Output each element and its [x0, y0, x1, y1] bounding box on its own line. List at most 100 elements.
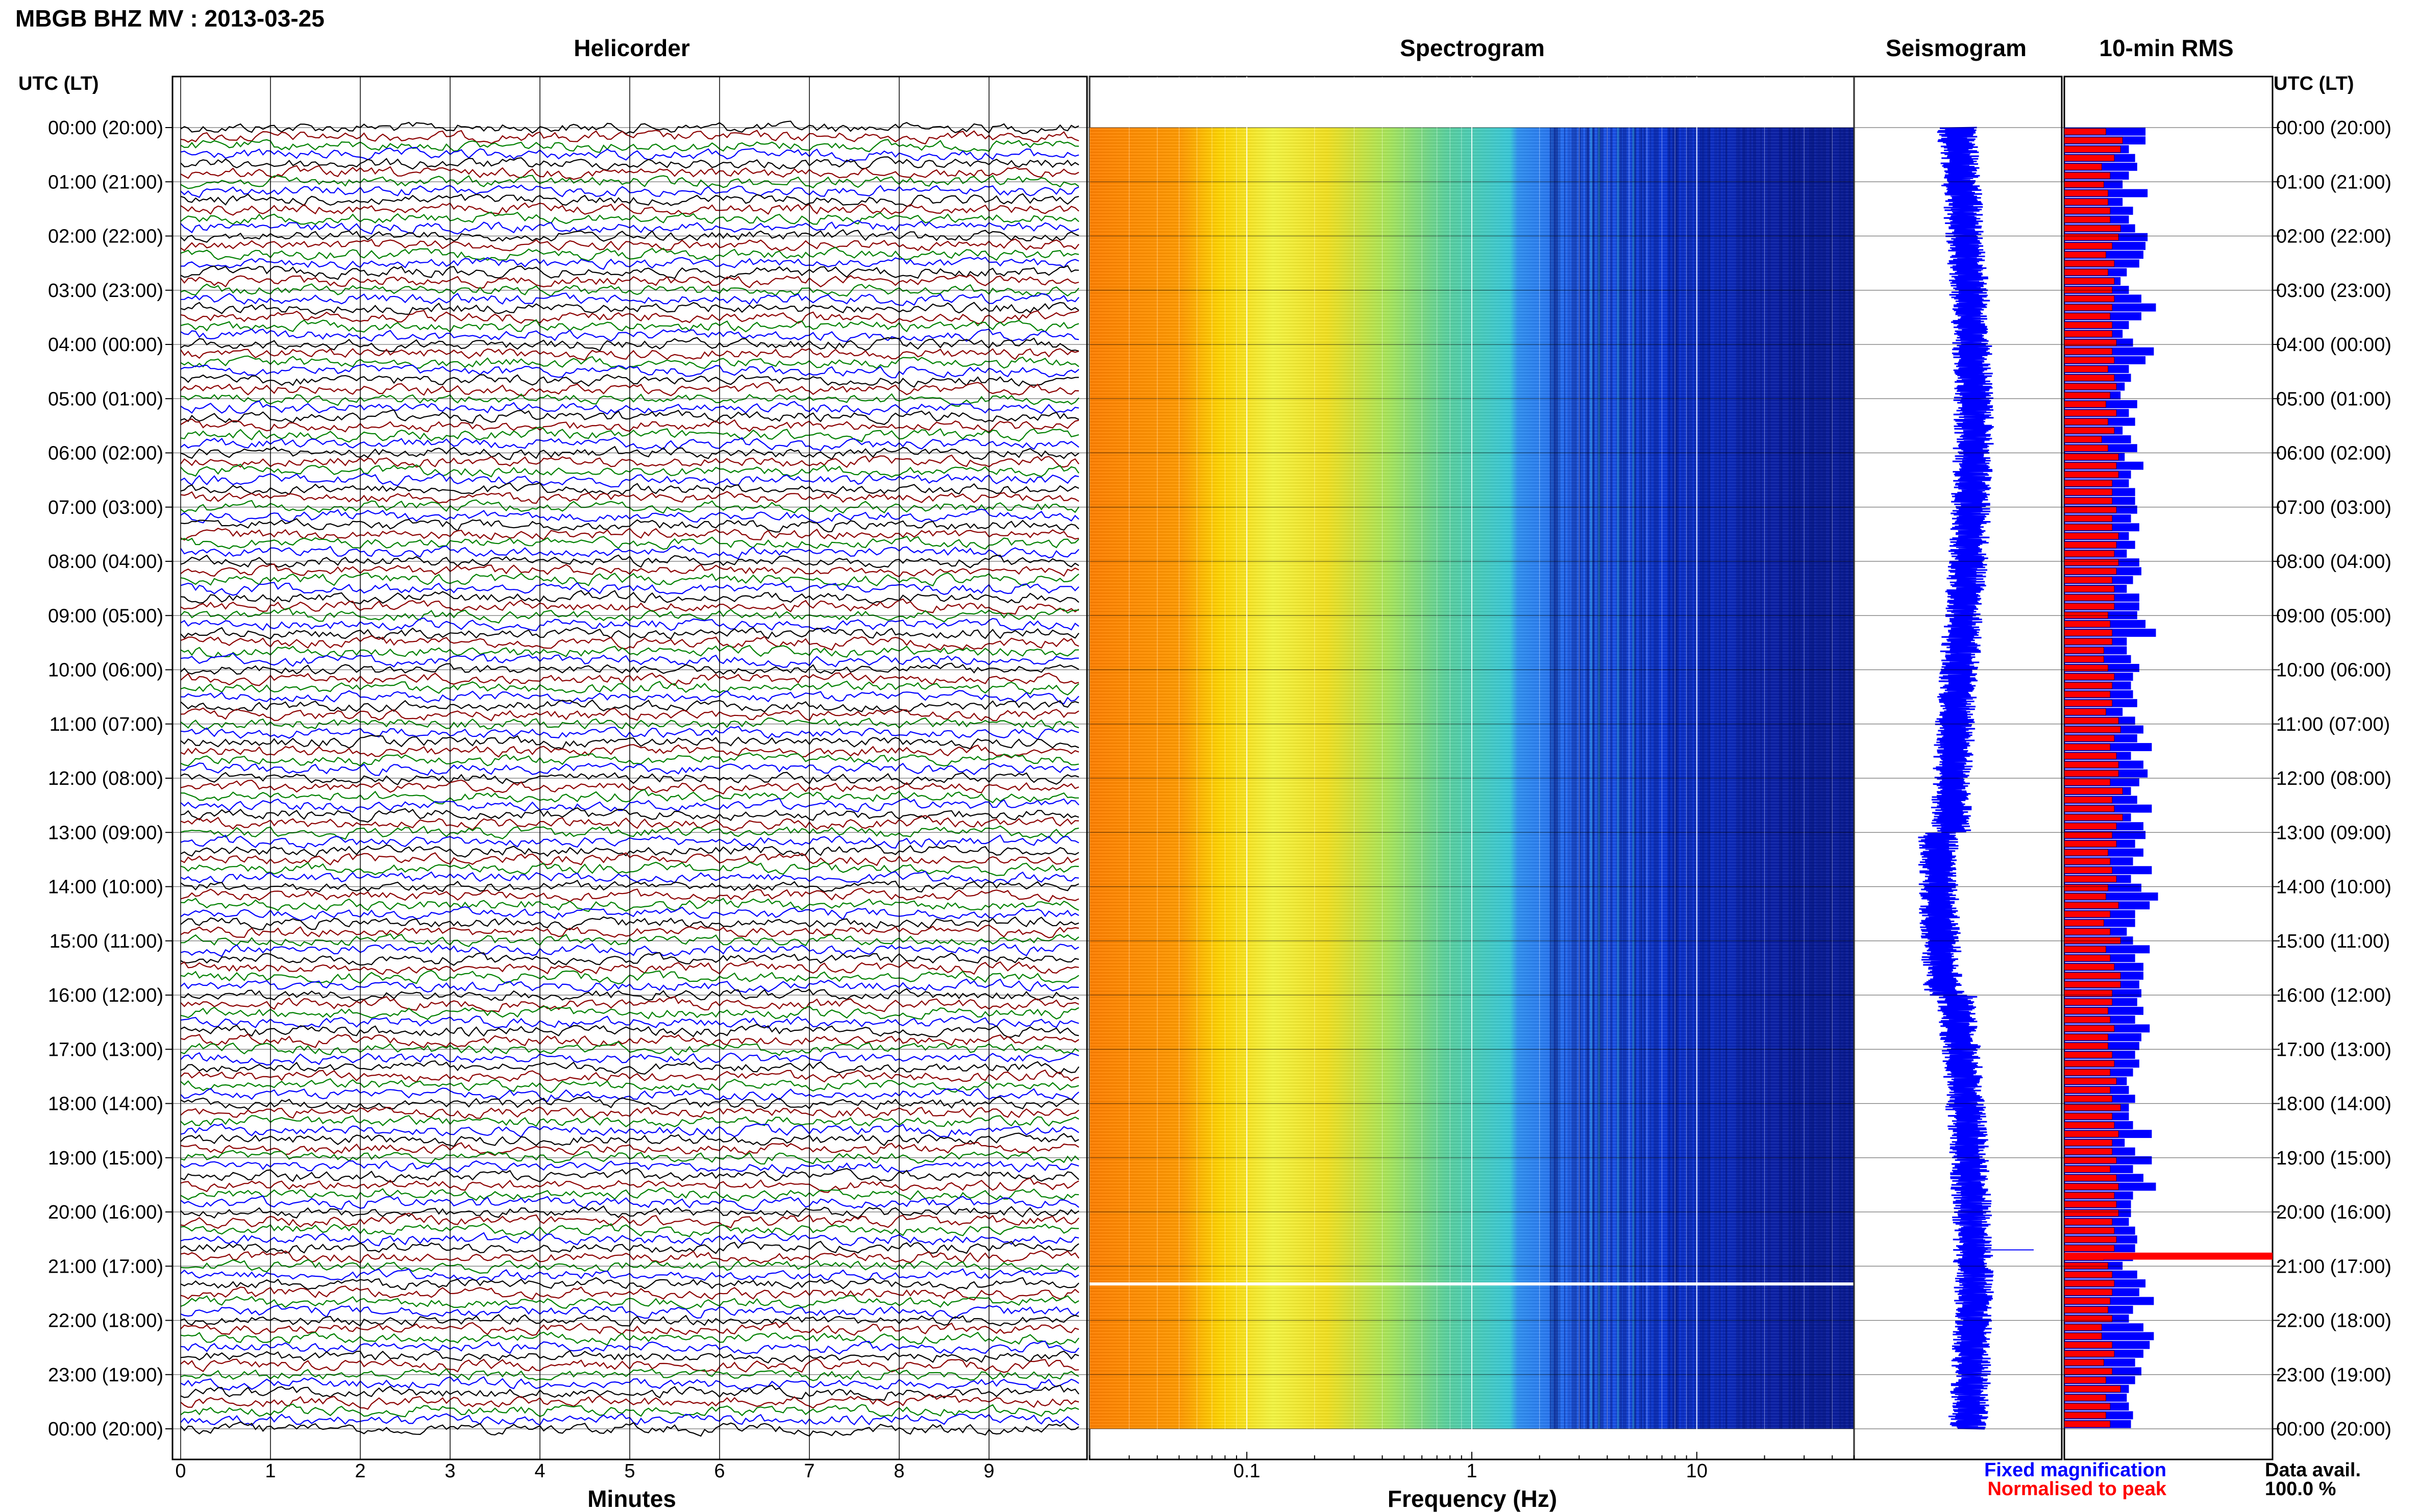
time-label-left: 17:00 (13:00): [48, 1039, 163, 1060]
helicorder-x-tick: 5: [624, 1460, 635, 1482]
helicorder-x-tick: 7: [804, 1460, 814, 1482]
rms-bar-normalised: [2064, 585, 2115, 592]
rms-bar-normalised: [2064, 866, 2113, 874]
rms-bar-normalised: [2064, 999, 2113, 1006]
rms-bar-normalised: [2064, 787, 2123, 795]
rms-bar-normalised: [2064, 1315, 2113, 1322]
rms-bar-normalised: [2064, 1262, 2108, 1270]
rms-bar-normalised: [2064, 1122, 2115, 1129]
rms-bar-normalised: [2064, 1271, 2113, 1278]
rms-bar-normalised: [2064, 735, 2115, 742]
rms-bar-normalised: [2064, 779, 2111, 786]
hour-gridlines: [165, 127, 2280, 1429]
time-label-left: 03:00 (23:00): [48, 280, 163, 302]
time-axis-right: 00:00 (20:00) 01:00 (21:00) 02:00 (22:00) 0…: [2276, 117, 2391, 1440]
helicorder-x-label: Minutes: [587, 1485, 676, 1512]
time-label-left: 11:00 (07:00): [50, 714, 163, 735]
helicorder-x-tick: 9: [983, 1460, 994, 1482]
rms-bar-normalised: [2064, 145, 2121, 153]
rms-bar-normalised: [2064, 269, 2108, 276]
spectrogram-x-tick: 10: [1686, 1460, 1708, 1482]
rms-bar-normalised: [2064, 313, 2111, 320]
rms-bar-normalised: [2064, 752, 2117, 759]
rms-bar-normalised: [2064, 1139, 2113, 1146]
rms-bar-normalised: [2064, 444, 2108, 452]
time-label-left: 00:00 (20:00): [48, 117, 163, 139]
legend-normalised-to-peak: Normalised to peak: [1987, 1478, 2166, 1500]
time-label-left: 13:00 (09:00): [48, 822, 163, 844]
time-label-right: 03:00 (23:00): [2276, 280, 2391, 302]
rms-bar-normalised: [2064, 506, 2117, 513]
rms-bar-normalised: [2064, 260, 2115, 267]
rms-bar-normalised: [2064, 717, 2119, 724]
time-label-left: 07:00 (03:00): [48, 497, 163, 518]
rms-bar-normalised: [2064, 295, 2115, 302]
rms-bar-normalised: [2064, 181, 2104, 188]
rms-bar-normalised: [2064, 1007, 2108, 1014]
rms-bar-normalised: [2064, 955, 2111, 962]
rms-bar-normalised: [2064, 357, 2115, 364]
rms-bar-normalised: [2064, 1148, 2113, 1155]
rms-bar-normalised: [2064, 1086, 2111, 1094]
rms-bar-normalised: [2064, 1350, 2115, 1357]
rms-bar-normalised: [2064, 348, 2113, 355]
rms-title: 10-min RMS: [2099, 35, 2233, 61]
time-label-left: 20:00 (16:00): [48, 1202, 163, 1223]
rms-bar-normalised: [2064, 392, 2111, 399]
rms-bar-normalised: [2064, 1043, 2108, 1050]
rms-bar-normalised: [2064, 1324, 2102, 1331]
rms-bar-normalised: [2064, 612, 2108, 619]
time-label-right: 04:00 (00:00): [2276, 334, 2391, 356]
rms-bar-normalised: [2064, 594, 2115, 601]
time-label-left: 09:00 (05:00): [48, 605, 163, 627]
time-label-left: 23:00 (19:00): [48, 1365, 163, 1386]
rms-bar-normalised: [2064, 427, 2115, 434]
rms-bar-normalised: [2064, 1157, 2117, 1164]
time-axis-left: 00:00 (20:00) 01:00 (21:00) 02:00 (22:00) 0…: [48, 117, 163, 1440]
rms-bar-normalised: [2064, 893, 2106, 900]
rms-bar-normalised: [2064, 972, 2121, 979]
rms-bar-normalised: [2064, 946, 2106, 953]
rms-bar-normalised: [2064, 726, 2121, 733]
seismogram-panel: [1853, 76, 2063, 1460]
rms-bar-normalised: [2064, 304, 2113, 311]
rms-panel: [2063, 76, 2274, 1460]
time-label-right: 01:00 (21:00): [2276, 171, 2391, 193]
rms-bar-normalised: [2064, 691, 2111, 698]
rms-bar-normalised: [2064, 436, 2102, 443]
helicorder-x-axis: 0 1 2 3 4 5 6 7 8 9: [175, 77, 995, 1482]
rms-bar-normalised: [2064, 875, 2117, 882]
time-label-right: 07:00 (03:00): [2276, 497, 2391, 518]
rms-bar-normalised: [2064, 1113, 2113, 1120]
rms-bar-normalised: [2064, 1403, 2111, 1410]
figure-title: MBGB BHZ MV : 2013-03-25: [15, 5, 325, 32]
rms-bar-normalised: [2064, 902, 2119, 909]
rms-bar-normalised: [2064, 286, 2113, 293]
rms-bar-normalised: [2064, 629, 2113, 636]
rms-bar-normalised: [2064, 989, 2113, 997]
spectrogram-x-tick: 0.1: [1233, 1460, 1261, 1482]
rms-bar-normalised: [2064, 1060, 2115, 1067]
rms-bar-normalised: [2064, 1218, 2113, 1225]
rms-bar-normalised: [2064, 928, 2111, 935]
time-label-left: 10:00 (06:00): [48, 660, 163, 681]
rms-bar-normalised: [2064, 1236, 2117, 1243]
rms-bar-normalised: [2064, 664, 2108, 672]
rms-bar-normalised: [2064, 453, 2119, 460]
rms-bar-normalised: [2064, 462, 2117, 469]
rms-bar-normalised: [2064, 1377, 2106, 1384]
time-label-right: 11:00 (07:00): [2276, 714, 2390, 735]
rms-bar-normalised: [2064, 1183, 2119, 1191]
time-label-right: 21:00 (17:00): [2276, 1256, 2391, 1277]
time-label-left: 02:00 (22:00): [48, 226, 163, 247]
helicorder-x-tick: 3: [445, 1460, 455, 1482]
rms-bar-normalised: [2064, 339, 2117, 346]
rms-bar-normalised: [2064, 1209, 2119, 1217]
rms-bar-normalised: [2064, 638, 2113, 645]
rms-bar-normalised: [2064, 937, 2121, 944]
rms-bar-normalised: [2064, 567, 2117, 575]
rms-bar-normalised: [2064, 498, 2113, 505]
rms-bar-normalised: [2064, 321, 2113, 329]
time-label-right: 16:00 (12:00): [2276, 985, 2391, 1006]
